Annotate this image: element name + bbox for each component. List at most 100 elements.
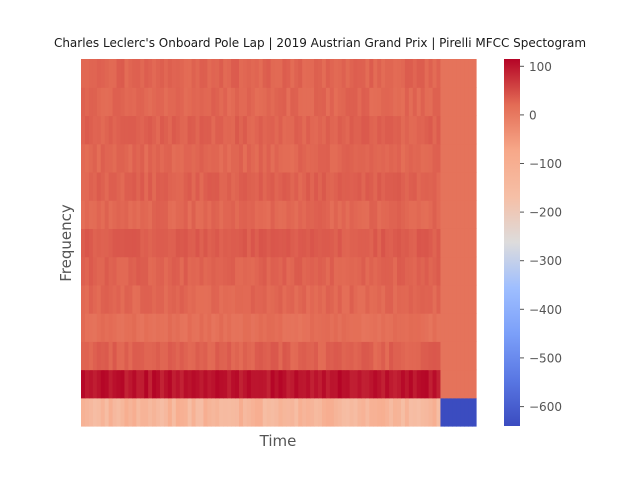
heatmap-cell bbox=[432, 397, 438, 427]
heatmap-cell bbox=[258, 284, 264, 314]
heatmap-cell bbox=[223, 313, 228, 342]
heatmap-cell bbox=[286, 200, 291, 229]
heatmap-cell bbox=[219, 256, 224, 286]
heatmap-cell bbox=[278, 397, 284, 427]
heatmap-cell bbox=[436, 341, 442, 371]
heatmap-cell bbox=[88, 397, 94, 427]
heatmap-cell bbox=[227, 397, 232, 427]
heatmap-cell bbox=[207, 143, 212, 173]
heatmap-cell bbox=[88, 115, 94, 145]
heatmap-cell bbox=[278, 313, 284, 342]
heatmap-cell bbox=[250, 87, 256, 117]
heatmap-cell bbox=[183, 369, 189, 399]
heatmap-cell bbox=[163, 284, 169, 314]
heatmap-cell bbox=[452, 115, 457, 145]
heatmap-cell bbox=[148, 200, 153, 229]
heatmap-cell bbox=[140, 171, 145, 201]
heatmap-cell bbox=[420, 228, 426, 258]
heatmap-cell bbox=[239, 341, 244, 371]
heatmap-cell bbox=[385, 143, 390, 173]
colorbar-tick-label: −400 bbox=[529, 303, 562, 317]
heatmap-cell bbox=[239, 284, 244, 314]
heatmap-cell bbox=[92, 59, 98, 88]
heatmap-cell bbox=[369, 115, 374, 145]
heatmap-cell bbox=[381, 313, 386, 342]
heatmap-cell bbox=[100, 171, 106, 201]
heatmap-cell bbox=[108, 369, 114, 399]
heatmap-cell bbox=[231, 284, 236, 314]
heatmap-cell bbox=[369, 397, 374, 427]
heatmap-cell bbox=[400, 284, 406, 314]
heatmap-cell bbox=[116, 369, 122, 399]
heatmap-cell bbox=[468, 397, 473, 427]
heatmap-cell bbox=[215, 313, 220, 342]
heatmap-cell bbox=[235, 284, 240, 314]
heatmap-cell bbox=[286, 313, 291, 342]
heatmap-cell bbox=[393, 341, 398, 371]
heatmap-cell bbox=[207, 115, 212, 145]
heatmap-cell bbox=[361, 228, 366, 258]
heatmap-cell bbox=[258, 228, 264, 258]
heatmap-cell bbox=[144, 341, 149, 371]
heatmap-cell bbox=[104, 228, 110, 258]
heatmap-cell bbox=[298, 87, 303, 117]
heatmap-cell bbox=[448, 313, 453, 342]
heatmap-cell bbox=[191, 200, 197, 229]
heatmap-cell bbox=[408, 256, 414, 286]
heatmap-cell bbox=[152, 200, 157, 229]
heatmap-cell bbox=[112, 341, 118, 371]
heatmap-cell bbox=[231, 200, 236, 229]
heatmap-cell bbox=[420, 397, 426, 427]
heatmap-cell bbox=[235, 256, 240, 286]
heatmap-cell bbox=[81, 200, 86, 229]
heatmap-cell bbox=[298, 200, 303, 229]
heatmap-cell bbox=[235, 87, 240, 117]
heatmap-cell bbox=[207, 341, 212, 371]
heatmap-cell bbox=[321, 256, 327, 286]
heatmap-cell bbox=[397, 200, 402, 229]
heatmap-cell bbox=[389, 115, 394, 145]
heatmap-cell bbox=[400, 369, 406, 399]
heatmap-cell bbox=[116, 256, 122, 286]
heatmap-cell bbox=[250, 284, 256, 314]
heatmap-cell bbox=[246, 87, 252, 117]
heatmap-cell bbox=[416, 87, 422, 117]
heatmap-cell bbox=[231, 59, 236, 88]
heatmap-cell bbox=[215, 256, 220, 286]
heatmap-cell bbox=[456, 341, 461, 371]
heatmap-cell bbox=[223, 341, 228, 371]
heatmap-cell bbox=[128, 313, 133, 342]
heatmap-cell bbox=[270, 369, 276, 399]
heatmap-cell bbox=[179, 59, 185, 88]
heatmap-cell bbox=[266, 369, 272, 399]
heatmap-cell bbox=[448, 59, 453, 88]
heatmap-cell bbox=[88, 143, 94, 173]
heatmap-cell bbox=[270, 313, 276, 342]
heatmap-cell bbox=[337, 59, 343, 88]
heatmap-cell bbox=[460, 369, 465, 399]
heatmap-cell bbox=[104, 341, 110, 371]
heatmap-cell bbox=[250, 59, 256, 88]
heatmap-cell bbox=[92, 369, 98, 399]
heatmap-cell bbox=[239, 313, 244, 342]
heatmap-cell bbox=[416, 313, 422, 342]
heatmap-cell bbox=[270, 59, 276, 88]
heatmap-cell bbox=[282, 397, 287, 427]
heatmap-cell bbox=[92, 171, 98, 201]
heatmap-cell bbox=[365, 341, 370, 371]
heatmap-cell bbox=[84, 143, 90, 173]
heatmap-cell bbox=[472, 341, 477, 371]
heatmap-cell bbox=[223, 369, 228, 399]
heatmap-cell bbox=[124, 171, 129, 201]
heatmap-cell bbox=[100, 256, 106, 286]
heatmap-cell bbox=[239, 115, 244, 145]
heatmap-cell bbox=[235, 171, 240, 201]
heatmap-cell bbox=[266, 397, 272, 427]
heatmap-cell bbox=[195, 397, 201, 427]
heatmap-cell bbox=[373, 397, 378, 427]
heatmap-cell bbox=[278, 200, 284, 229]
heatmap-cell bbox=[373, 115, 378, 145]
heatmap-cell bbox=[156, 313, 161, 342]
heatmap-cell bbox=[254, 228, 260, 258]
